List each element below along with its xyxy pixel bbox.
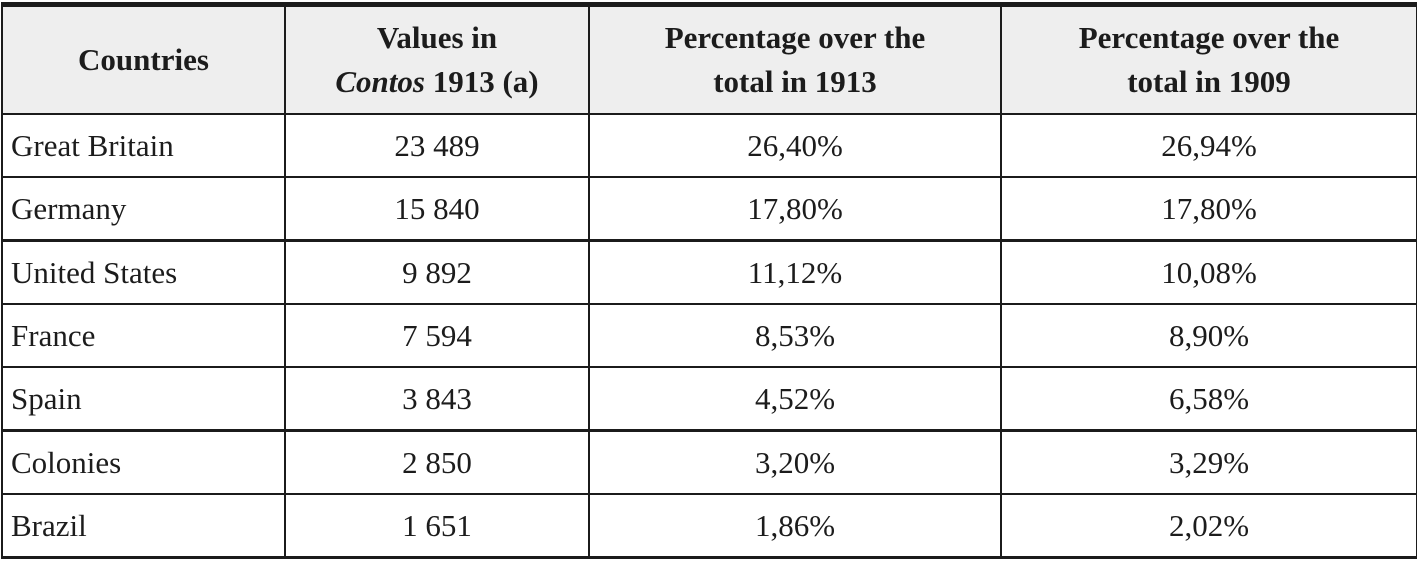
header-pct-1913-line1: Percentage over the bbox=[664, 19, 926, 55]
header-pct-1909-line2: total in 1909 bbox=[1127, 64, 1291, 99]
pct-1913-cell: 8,53% bbox=[588, 303, 1002, 368]
header-values-line2: Contos 1913 (a) bbox=[292, 60, 582, 104]
pct-1909-cell: 6,58% bbox=[1000, 366, 1417, 432]
value-cell: 9 892 bbox=[284, 239, 590, 305]
pct-1913-cell: 4,52% bbox=[588, 366, 1002, 432]
pct-1909-cell: 3,29% bbox=[1000, 429, 1417, 495]
country-cell: France bbox=[1, 303, 286, 368]
table-row-united-states: United States 9 892 11,12% 10,08% bbox=[1, 239, 1417, 305]
value-cell: 23 489 bbox=[284, 113, 590, 178]
pct-1909-cell: 2,02% bbox=[1000, 493, 1417, 559]
table-row-spain: Spain 3 843 4,52% 6,58% bbox=[1, 366, 1417, 432]
table-row-great-britain: Great Britain 23 489 26,40% 26,94% bbox=[1, 113, 1417, 178]
header-values-contos: Values in Contos 1913 (a) bbox=[284, 3, 590, 115]
pct-1913-cell: 11,12% bbox=[588, 239, 1002, 305]
pct-1909-cell: 8,90% bbox=[1000, 303, 1417, 368]
pct-1913-cell: 26,40% bbox=[588, 113, 1002, 178]
country-cell: United States bbox=[1, 239, 286, 305]
header-values-italic: Contos bbox=[335, 64, 425, 99]
header-countries: Countries bbox=[1, 3, 286, 115]
header-values-rest: 1913 (a) bbox=[424, 64, 539, 99]
header-countries-label: Countries bbox=[78, 41, 209, 77]
pct-1913-cell: 3,20% bbox=[588, 429, 1002, 495]
header-pct-1909-line1: Percentage over the bbox=[1078, 19, 1340, 55]
header-row: Countries Values in Contos 1913 (a) Perc… bbox=[1, 3, 1417, 115]
table-row-colonies: Colonies 2 850 3,20% 3,29% bbox=[1, 429, 1417, 495]
pct-1913-cell: 1,86% bbox=[588, 493, 1002, 559]
pct-1909-cell: 26,94% bbox=[1000, 113, 1417, 178]
value-cell: 7 594 bbox=[284, 303, 590, 368]
header-values-line1: Values in bbox=[376, 19, 498, 55]
header-pct-1909: Percentage over the total in 1909 bbox=[1000, 3, 1417, 115]
country-cell: Brazil bbox=[1, 493, 286, 559]
table-header: Countries Values in Contos 1913 (a) Perc… bbox=[1, 3, 1417, 115]
value-cell: 2 850 bbox=[284, 429, 590, 495]
table-row-brazil: Brazil 1 651 1,86% 2,02% bbox=[1, 493, 1417, 559]
country-cell: Colonies bbox=[1, 429, 286, 495]
table-row-france: France 7 594 8,53% 8,90% bbox=[1, 303, 1417, 368]
pct-1913-cell: 17,80% bbox=[588, 176, 1002, 242]
value-cell: 15 840 bbox=[284, 176, 590, 242]
trade-partners-table: Countries Values in Contos 1913 (a) Perc… bbox=[1, 2, 1417, 559]
table-row-germany: Germany 15 840 17,80% 17,80% bbox=[1, 176, 1417, 242]
table-body: Great Britain 23 489 26,40% 26,94% Germa… bbox=[1, 113, 1417, 559]
value-cell: 3 843 bbox=[284, 366, 590, 432]
country-cell: Germany bbox=[1, 176, 286, 242]
country-cell: Great Britain bbox=[1, 113, 286, 178]
pct-1909-cell: 17,80% bbox=[1000, 176, 1417, 242]
header-pct-1913: Percentage over the total in 1913 bbox=[588, 3, 1002, 115]
country-cell: Spain bbox=[1, 366, 286, 432]
header-pct-1913-line2: total in 1913 bbox=[713, 64, 877, 99]
pct-1909-cell: 10,08% bbox=[1000, 239, 1417, 305]
value-cell: 1 651 bbox=[284, 493, 590, 559]
